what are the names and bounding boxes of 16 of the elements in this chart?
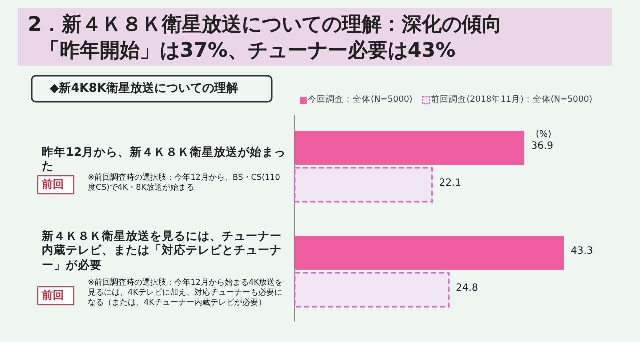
chart-subtitle: 「昨年開始」は37%、チューナー必要は43% <box>40 38 457 63</box>
data-label: 24.8 <box>456 283 478 296</box>
text: ◆新4K8K衛星放送についての理解 <box>50 81 240 96</box>
legend-label: 今回調査：全体(N=5000) <box>308 95 413 106</box>
y-tick-label: 新４Ｋ８Ｋ衛星放送を見るには、チューナー内蔵テレビ、または「対応テレビとチューナー」が必要 <box>42 229 283 272</box>
y-tick-label: 昨年12月から、新４Ｋ８Ｋ衛星放送が始まった <box>42 145 288 174</box>
chart-title: 2．新４Ｋ８Ｋ衛星放送についての理解：深化の傾向 <box>28 12 503 37</box>
text: 前回 <box>42 178 64 192</box>
text: ※前回調査時の選択肢：今年12月から始まる4K放送を見るには、4Kテレビに加え、対応チューナーも必要になる（または、4Kチューナー内蔵テレビが必要） <box>88 278 284 308</box>
annotation: (%) <box>536 130 552 142</box>
legend-label: 前回調査(2018年11月)：全体(N=5000) <box>430 95 593 106</box>
data-label: 22.1 <box>439 178 462 190</box>
data-label: 36.9 <box>531 141 554 154</box>
text: ※前回調査時の選択肢：今年12月から、BS・CS(110度CS)で4K・8K放送が始まる <box>88 173 282 193</box>
text: 前回 <box>42 289 64 303</box>
data-label: 43.3 <box>571 246 594 258</box>
